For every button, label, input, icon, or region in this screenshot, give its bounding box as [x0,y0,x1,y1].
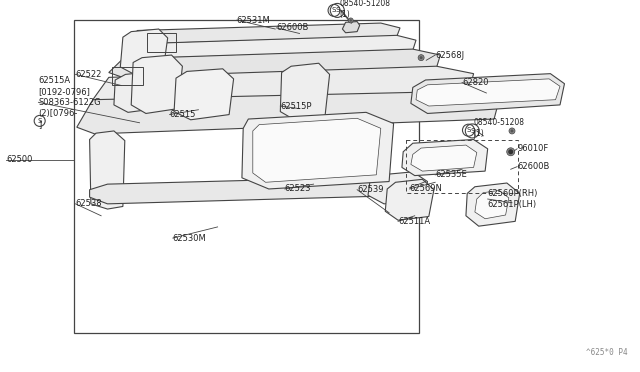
Polygon shape [416,79,560,106]
Polygon shape [90,131,125,209]
Circle shape [507,148,515,156]
Text: 62515: 62515 [170,110,196,119]
Circle shape [511,129,513,132]
Text: 62515A
[0192-0796]
S08363-6122G
(2)[0796-
]: 62515A [0192-0796] S08363-6122G (2)[0796… [38,76,101,129]
Text: 62522: 62522 [76,70,102,79]
Circle shape [509,150,513,154]
Polygon shape [174,69,234,120]
Polygon shape [253,118,381,182]
Text: 08540-51208
(1): 08540-51208 (1) [474,118,525,138]
Polygon shape [402,140,488,176]
Polygon shape [131,55,182,113]
Bar [406,140,518,193]
Text: S: S [470,128,474,134]
Polygon shape [77,91,499,134]
Text: 62531M: 62531M [237,16,271,25]
Polygon shape [342,22,360,33]
Polygon shape [242,112,394,189]
Text: 62820: 62820 [462,78,488,87]
Polygon shape [368,172,428,204]
Bar [112,67,143,85]
Text: 62535E: 62535E [435,170,467,179]
Text: 62530M: 62530M [173,234,207,243]
Polygon shape [114,71,165,112]
Text: 08540-51208
(1): 08540-51208 (1) [339,0,390,19]
Text: 62538: 62538 [76,199,102,208]
Text: 62600B: 62600B [517,162,550,171]
Polygon shape [109,49,440,78]
Polygon shape [385,179,434,220]
Polygon shape [280,63,330,120]
Text: 96010F: 96010F [517,144,548,153]
Polygon shape [466,183,520,226]
Bar [74,20,419,333]
Text: 62515P: 62515P [280,102,312,110]
Circle shape [418,55,424,61]
Polygon shape [93,66,474,106]
Circle shape [420,56,422,59]
Polygon shape [411,74,564,113]
Text: 62600B: 62600B [276,23,309,32]
Text: S: S [335,7,339,13]
Circle shape [509,128,515,134]
Polygon shape [90,177,415,204]
Text: S: S [467,127,470,133]
Circle shape [508,149,513,154]
Polygon shape [475,190,509,219]
Circle shape [348,18,353,23]
Text: 62560P(RH)
62561P(LH): 62560P(RH) 62561P(LH) [488,189,538,209]
Text: 62539: 62539 [357,185,383,194]
Text: 62569N: 62569N [410,185,442,193]
Text: 62500: 62500 [6,155,33,164]
Text: S: S [332,7,336,13]
Polygon shape [411,145,477,171]
Circle shape [349,19,352,22]
Text: 62511A: 62511A [398,217,430,226]
Polygon shape [120,29,168,74]
Bar [147,33,176,52]
Text: 62523: 62523 [285,185,311,193]
Text: ^625*0 P4: ^625*0 P4 [586,348,627,357]
Polygon shape [128,23,400,44]
Polygon shape [123,35,416,59]
Text: 62568J: 62568J [435,51,465,60]
Text: S: S [38,118,42,124]
